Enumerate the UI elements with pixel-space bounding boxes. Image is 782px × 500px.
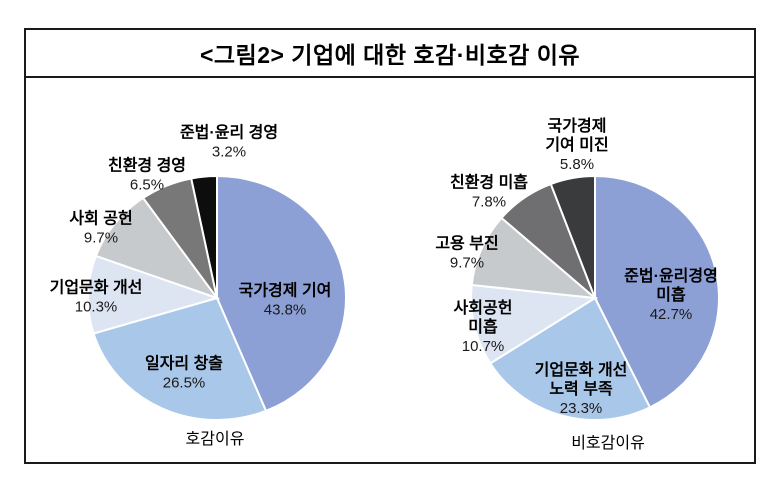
- pie-favorable-slice-2: [86, 254, 221, 335]
- figure-title: <그림2> 기업에 대한 호감·비호감 이유: [199, 42, 581, 68]
- pie-charts-canvas: [86, 174, 720, 421]
- pie-favorable-slice-5: [190, 174, 218, 299]
- pie-unfavorable-slice-2: [470, 283, 598, 365]
- pie-unfavorable-slice-0: [594, 174, 720, 409]
- pie-unfavorable-slice-3: [470, 216, 599, 300]
- figure-title-box: <그림2> 기업에 대한 호감·비호감 이유: [26, 30, 754, 78]
- chart-area: 국가경제 기여 43.8% 일자리 창출 26.5% 기업문화 개선 10.3% 사회 공헌…: [26, 78, 754, 462]
- pie-unfavorable-slice-5: [549, 174, 596, 299]
- pie-favorable-slice-0: [216, 174, 347, 413]
- pie-unfavorable-slice-1: [488, 296, 652, 421]
- figure-frame: <그림2> 기업에 대한 호감·비호감 이유 국가경제 기여 43.8% 일자리 창…: [24, 28, 756, 464]
- pie-favorable-slice-1: [92, 296, 268, 421]
- pie-favorable-slice-3: [94, 196, 220, 301]
